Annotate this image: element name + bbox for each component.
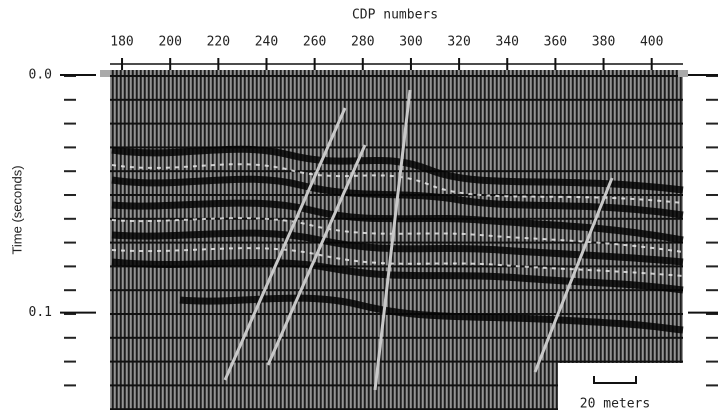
x-tick-label: 300	[399, 35, 422, 50]
x-tick-label: 360	[544, 35, 567, 50]
scale-label: 20 meters	[580, 397, 650, 412]
x-tick-label: 380	[592, 35, 615, 50]
x-tick-label: 200	[158, 35, 181, 50]
x-tick-label: 280	[351, 35, 374, 50]
x-axis-title: CDP numbers	[352, 8, 438, 23]
y-axis-title: Time (seconds)	[9, 165, 24, 254]
x-tick-label: 220	[207, 35, 230, 50]
x-tick-label: 320	[447, 35, 470, 50]
x-tick-label: 260	[303, 35, 326, 50]
minor-ticks	[706, 75, 718, 395]
y-tick-label: 0.1	[29, 305, 52, 320]
x-tick-label: 240	[255, 35, 278, 50]
x-tick-label: 400	[640, 35, 663, 50]
y-tick-label: 0.0	[29, 68, 52, 83]
section-image	[100, 70, 688, 410]
x-tick-label: 180	[110, 35, 133, 50]
minor-ticks	[64, 75, 76, 395]
x-tick-label: 340	[496, 35, 519, 50]
